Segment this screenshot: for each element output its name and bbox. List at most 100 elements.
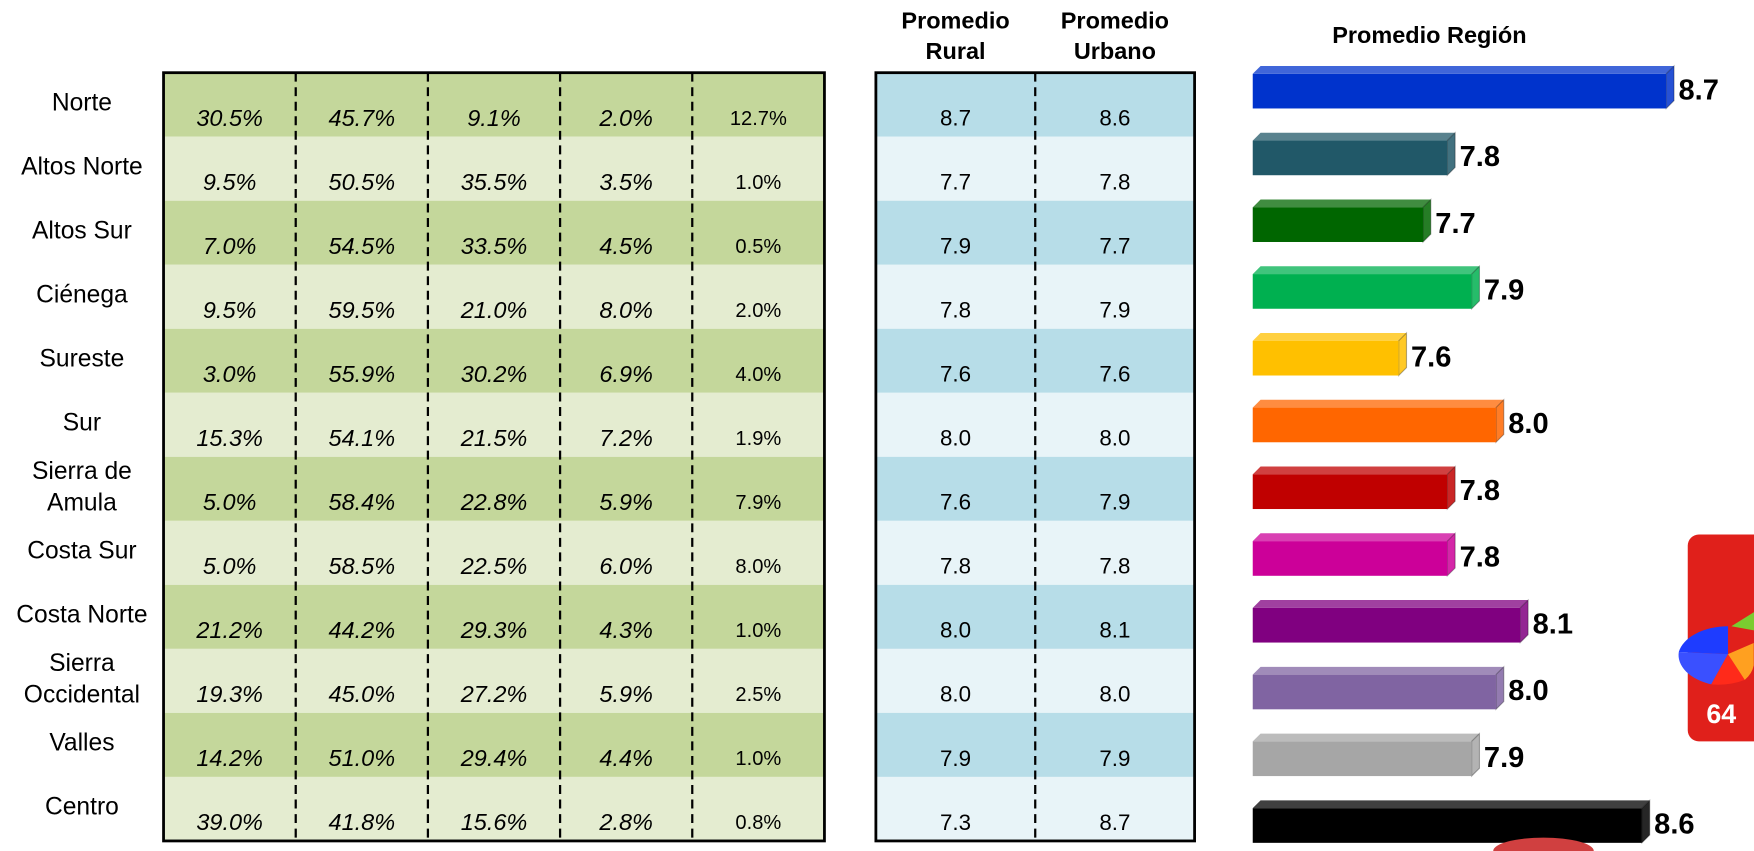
table-cell: 54.1%	[329, 425, 396, 451]
table-cell: 6.0%	[599, 553, 653, 579]
table-row	[163, 136, 825, 201]
table-cell: 33.5%	[461, 233, 528, 259]
value-label: 7.6	[1411, 341, 1451, 373]
table-cell: 30.2%	[461, 361, 528, 387]
bar-face	[1641, 798, 1651, 845]
table-row	[163, 584, 825, 649]
table-cell: 14.2%	[196, 745, 263, 771]
table-cell: 7.8	[940, 554, 971, 579]
table-cell: 8.0%	[599, 297, 653, 323]
table-row	[163, 520, 825, 585]
table-cell: 3.5%	[599, 169, 653, 195]
chart-title: Promedio Región	[1332, 22, 1526, 48]
content: Promedio Rural Promedio Urbano 30.5% 45.7% 9.1…	[16, 8, 1719, 845]
table-cell: 54.5%	[329, 233, 396, 259]
value-label: 8.0	[1508, 675, 1548, 707]
row-label: Valles	[49, 730, 114, 757]
table-cell: 6.9%	[599, 361, 653, 387]
bar-face	[1422, 198, 1432, 244]
table-cell: 29.3%	[460, 617, 528, 643]
table-cell: 45.0%	[329, 681, 396, 707]
bar-face	[1252, 266, 1480, 275]
value-label: 8.0	[1508, 408, 1548, 440]
table-cell: 8.0%	[735, 556, 781, 578]
table-cell: 50.5%	[329, 169, 396, 195]
table-cell: 21.5%	[460, 425, 528, 451]
table-row	[163, 648, 825, 713]
table-row	[163, 200, 825, 265]
table-cell: 58.5%	[329, 553, 396, 579]
table-cell: 55.9%	[329, 361, 396, 387]
table-cell: 8.0	[1099, 682, 1130, 707]
table-cell: 8.0	[940, 682, 971, 707]
table-cell: 7.6	[940, 362, 971, 387]
table-cell: 5.9%	[599, 489, 653, 515]
table-cell: 7.9	[1099, 298, 1130, 323]
bar	[1252, 674, 1496, 710]
row-label: Sur	[63, 410, 101, 437]
row-label: Sureste	[40, 346, 125, 373]
bar	[1252, 407, 1496, 443]
table-row	[163, 776, 825, 841]
table-cell: 7.9%	[735, 492, 781, 514]
table-cell: 7.0%	[203, 233, 257, 259]
column-header: Promedio	[1061, 8, 1169, 34]
table-cell: 30.5%	[196, 105, 263, 131]
table-border	[162, 71, 826, 843]
table-cell: 45.7%	[329, 105, 396, 131]
column-header: Rural	[926, 38, 986, 64]
table-cell: 59.5%	[329, 297, 396, 323]
table-cell: 7.9	[940, 234, 971, 259]
row-label: Occidental	[24, 681, 140, 708]
table-cell: 8.6	[1099, 106, 1130, 131]
table-cell: 7.6	[940, 490, 971, 515]
table-cell: 4.5%	[599, 233, 653, 259]
table-cell: 5.0%	[203, 553, 257, 579]
bar-face	[1252, 199, 1431, 208]
table-cell: 9.1%	[467, 105, 520, 131]
table-cell: 5.9%	[599, 681, 653, 707]
table-row	[163, 392, 825, 457]
bar-face	[1252, 65, 1675, 74]
bar-face	[1471, 732, 1481, 778]
table-cell: 15.6%	[461, 809, 528, 835]
bar-face	[1519, 598, 1529, 644]
bar-face	[1252, 800, 1650, 809]
table-cell: 21.0%	[460, 297, 528, 323]
table-cell: 22.8%	[460, 489, 528, 515]
column-header: Promedio	[901, 8, 1009, 34]
table-cell: 29.4%	[460, 745, 528, 771]
bar	[1252, 808, 1642, 843]
value-label: 7.9	[1484, 275, 1524, 307]
table-cell: 3.0%	[203, 361, 257, 387]
table-row	[163, 72, 825, 137]
row-label: Sierra de	[32, 458, 132, 485]
table-cell: 51.0%	[329, 745, 396, 771]
table-cell: 2.5%	[735, 684, 781, 706]
bar-face	[1252, 600, 1529, 608]
table-cell: 1.0%	[735, 620, 781, 642]
row-label: Centro	[45, 794, 119, 821]
bar-face	[1252, 132, 1456, 141]
table-cell: 8.7	[940, 106, 971, 131]
table-cell: 7.6	[1099, 362, 1130, 387]
bar	[1252, 274, 1472, 309]
table-cell: 7.8	[1099, 170, 1130, 195]
table-row	[163, 264, 825, 329]
bar	[1252, 541, 1448, 576]
bar-face	[1471, 264, 1481, 311]
table-cell: 2.8%	[598, 809, 653, 835]
table-cell: 8.0	[940, 426, 971, 451]
decoration	[1493, 837, 1594, 851]
table-cell: 8.0	[940, 618, 971, 643]
bar-face	[1398, 331, 1408, 377]
bar-face	[1446, 465, 1456, 511]
bar-face	[1446, 531, 1456, 578]
value-label: 8.7	[1679, 74, 1719, 106]
table-row	[163, 328, 825, 393]
table-cell: 7.7	[1099, 234, 1130, 259]
table-cell: 15.3%	[196, 425, 263, 451]
table-cell: 5.0%	[203, 489, 257, 515]
